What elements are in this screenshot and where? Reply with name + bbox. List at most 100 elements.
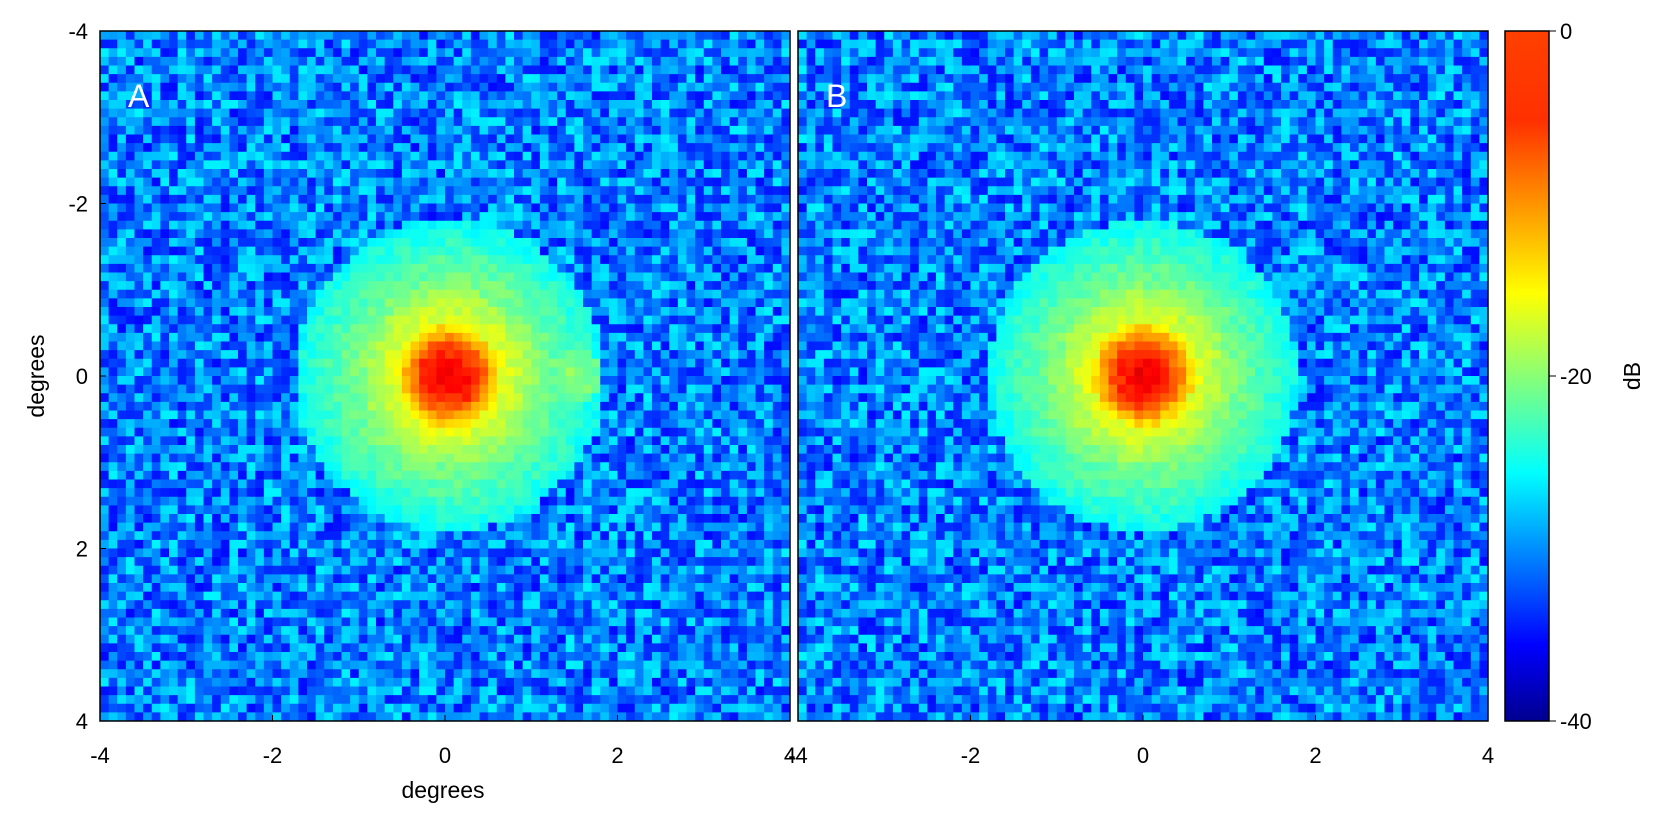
heatmap-cell (401, 341, 411, 351)
heatmap-cell (220, 194, 230, 204)
heatmap-cell (315, 358, 325, 368)
heatmap-cell (203, 298, 213, 308)
heatmap-cell (583, 376, 593, 386)
heatmap-cell (539, 453, 549, 463)
heatmap-cell (746, 427, 756, 437)
heatmap-cell (738, 393, 748, 403)
heatmap-cell (341, 263, 351, 273)
heatmap-cell (100, 522, 110, 532)
heatmap-cell (186, 186, 196, 196)
heatmap-cell (729, 419, 739, 429)
heatmap-cell (565, 307, 575, 317)
heatmap-cell (307, 427, 317, 437)
heatmap-cell (358, 298, 368, 308)
heatmap-cell (332, 531, 342, 541)
heatmap-cell (229, 358, 239, 368)
heatmap-cell (376, 453, 386, 463)
heatmap-cell (263, 539, 273, 549)
heatmap-cell (358, 272, 368, 282)
heatmap-cell (117, 186, 127, 196)
heatmap-cell (565, 505, 575, 515)
heatmap-cell (626, 263, 636, 273)
heatmap-cell (626, 332, 636, 342)
heatmap-cell (169, 367, 179, 377)
heatmap-cell (410, 263, 420, 273)
heatmap-cell (246, 332, 256, 342)
heatmap-cell (669, 212, 679, 222)
heatmap-cell (781, 557, 791, 567)
heatmap-cell (721, 307, 731, 317)
heatmap-cell (194, 531, 204, 541)
heatmap-cell (384, 74, 394, 84)
heatmap-cell (721, 453, 731, 463)
heatmap-cell (410, 289, 420, 299)
heatmap-cell (660, 31, 670, 41)
heatmap-cell (436, 427, 446, 437)
heatmap-cell (548, 470, 558, 480)
heatmap-cell (220, 125, 230, 135)
heatmap-cell (410, 445, 420, 455)
heatmap-cell (453, 496, 463, 506)
heatmap-cell (410, 272, 420, 282)
heatmap-cell (531, 134, 541, 144)
heatmap-cell (160, 289, 170, 299)
heatmap-cell (315, 56, 325, 66)
heatmap-cell (401, 186, 411, 196)
heatmap-cell (488, 358, 498, 368)
heatmap-cell (263, 505, 273, 515)
heatmap-cell (376, 220, 386, 230)
heatmap-cell (781, 289, 791, 299)
heatmap-cell (384, 401, 394, 411)
heatmap-cell (367, 462, 377, 472)
heatmap-cell (703, 74, 713, 84)
heatmap-cell (591, 522, 601, 532)
heatmap-cell (246, 39, 256, 49)
heatmap-cell (255, 350, 265, 360)
heatmap-cell (583, 272, 593, 282)
heatmap-cell (712, 453, 722, 463)
heatmap-cell (281, 281, 291, 291)
heatmap-cell (255, 470, 265, 480)
heatmap-cell (307, 470, 317, 480)
heatmap-cell (617, 289, 627, 299)
heatmap-cell (669, 505, 679, 515)
heatmap-cell (669, 272, 679, 282)
heatmap-cell (341, 436, 351, 446)
heatmap-cell (436, 367, 446, 377)
heatmap-cell (755, 177, 765, 187)
heatmap-cell (229, 565, 239, 575)
heatmap-cell (470, 332, 480, 342)
heatmap-cell (367, 324, 377, 334)
heatmap-cell (531, 220, 541, 230)
heatmap-cell (729, 91, 739, 101)
heatmap-cell (272, 194, 282, 204)
heatmap-cell (281, 445, 291, 455)
heatmap-cell (626, 419, 636, 429)
heatmap-cell (669, 427, 679, 437)
heatmap-cell (445, 281, 455, 291)
heatmap-cell (255, 514, 265, 524)
heatmap-cell (764, 194, 774, 204)
heatmap-cell (557, 151, 567, 161)
heatmap-cell (220, 255, 230, 265)
heatmap-cell (125, 203, 135, 213)
heatmap-cell (246, 203, 256, 213)
heatmap-cell (557, 194, 567, 204)
heatmap-cell (445, 143, 455, 153)
heatmap-cell (203, 488, 213, 498)
heatmap-cell (341, 160, 351, 170)
heatmap-cell (686, 445, 696, 455)
heatmap-cell (332, 289, 342, 299)
heatmap-cell (729, 31, 739, 41)
heatmap-cell (764, 263, 774, 273)
heatmap-cell (531, 332, 541, 342)
heatmap-cell (695, 151, 705, 161)
heatmap-cell (574, 289, 584, 299)
heatmap-cell (384, 65, 394, 75)
heatmap-cell (272, 82, 282, 92)
heatmap-cell (169, 212, 179, 222)
heatmap-cell (617, 514, 627, 524)
heatmap-cell (263, 160, 273, 170)
heatmap-cell (574, 350, 584, 360)
heatmap-cell (634, 160, 644, 170)
